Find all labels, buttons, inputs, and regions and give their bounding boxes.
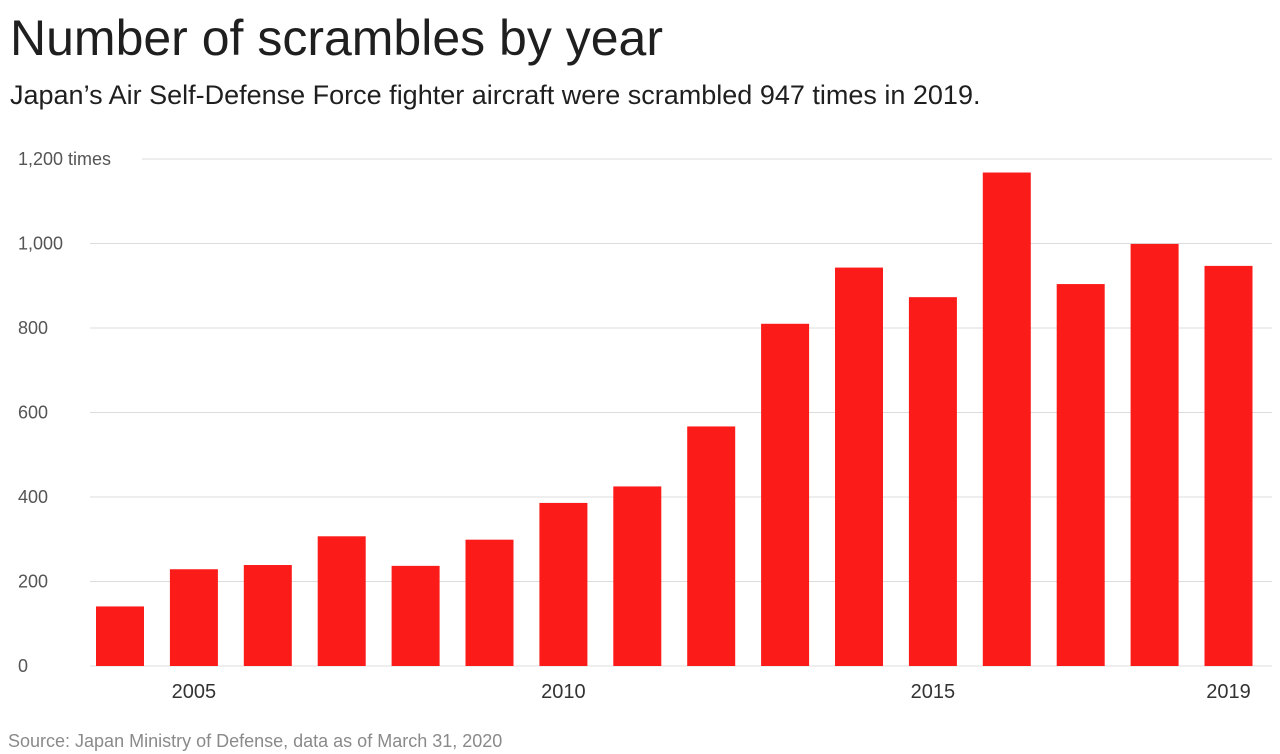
- y-tick-label: 400: [18, 487, 48, 507]
- bar-2008: [391, 565, 440, 666]
- chart-subtitle: Japan’s Air Self-Defense Force fighter a…: [10, 80, 981, 110]
- y-axis-ticks: 0 200 400 600 800 1,000 1,200 times: [18, 149, 111, 676]
- bar-2012: [687, 426, 736, 666]
- y-tick-label: 1,000: [18, 234, 63, 254]
- y-tick-label: 800: [18, 318, 48, 338]
- bar-2014: [835, 267, 883, 666]
- bar-2007: [317, 536, 366, 666]
- x-tick-label: 2019: [1206, 681, 1251, 703]
- source-note: Source: Japan Ministry of Defense, data …: [8, 731, 503, 751]
- bar-2011: [613, 486, 662, 666]
- bar-2016: [982, 172, 1031, 666]
- bar-2010: [539, 502, 588, 666]
- bar-2015: [908, 297, 957, 666]
- bar-2009: [465, 539, 514, 666]
- x-tick-label: 2010: [541, 681, 586, 703]
- bar-2019: [1204, 265, 1253, 666]
- y-tick-label: 200: [18, 572, 48, 592]
- bar-2006: [243, 565, 292, 666]
- x-tick-label: 2005: [172, 681, 217, 703]
- bar-2005: [169, 569, 218, 666]
- bar-2017: [1056, 284, 1105, 666]
- chart-title: Number of scrambles by year: [10, 10, 664, 66]
- y-tick-label: 1,200 times: [18, 149, 111, 169]
- bar-2004: [96, 606, 144, 666]
- x-axis-ticks: 2005 2010 2015 2019: [172, 681, 1251, 703]
- bar-2013: [761, 323, 810, 666]
- bar-2018: [1130, 243, 1179, 667]
- bars: [96, 172, 1253, 667]
- x-tick-label: 2015: [911, 681, 956, 703]
- y-tick-label: 600: [18, 403, 48, 423]
- y-tick-label: 0: [18, 656, 28, 676]
